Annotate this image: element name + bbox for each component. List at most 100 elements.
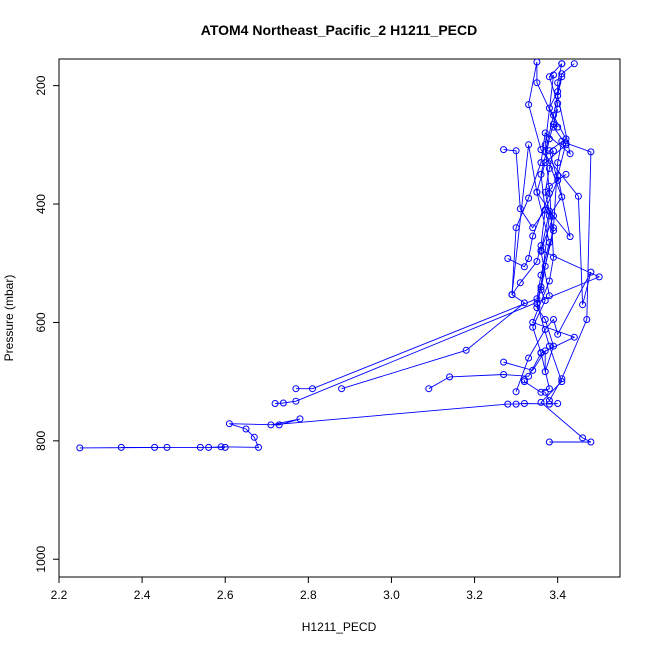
data-point [525,101,533,109]
data-point [574,192,582,200]
data-point [570,333,578,341]
profile-line [79,403,558,449]
data-point [525,255,533,262]
data-point [545,165,553,172]
data-point [338,385,346,393]
data-point [525,372,533,380]
data-point [500,358,508,366]
data-point [550,120,557,128]
data-point [570,60,578,68]
data-point [533,258,541,265]
data-point [545,73,553,81]
x-tick-label: 2.4 [134,588,151,602]
data-point [545,438,553,446]
data-point [520,263,528,271]
data-point [196,443,204,451]
data-point [279,399,287,407]
data-point [516,205,524,213]
data-point [271,400,279,407]
data-point [587,438,595,446]
profile-line [275,63,601,404]
data-point [205,443,213,451]
data-point [512,388,520,396]
data-point [151,443,159,451]
data-point [512,400,520,408]
data-point [462,346,470,354]
x-tick-label: 2.2 [51,588,68,602]
data-point [537,170,545,178]
data-point [537,388,545,396]
data-point [579,301,587,309]
profile-line [515,61,592,392]
data-point [500,371,508,378]
data-point [255,443,262,451]
data-point [541,368,549,376]
profile-line [341,63,571,390]
x-tick-label: 3.0 [383,588,400,602]
data-point [529,318,537,326]
data-point [545,397,553,405]
data-point [550,71,557,79]
data-point [541,141,549,149]
data-point [554,105,562,113]
profile-line [507,74,554,268]
data-point [562,139,570,147]
data-point [525,354,533,362]
data-point [504,255,512,262]
data-point [558,73,566,81]
data-point [446,373,454,381]
data-point [516,279,524,287]
data-point [512,224,520,232]
data-point [541,188,549,196]
data-point [541,262,549,270]
data-point [529,323,537,331]
data-point [550,147,557,155]
data-point [275,421,283,429]
data-point [537,146,545,154]
data-point [541,129,549,137]
data-point [583,316,591,323]
data-point [520,299,528,307]
profile-line [503,109,559,229]
data-point [545,189,553,197]
y-tick-label: 800 [34,431,48,451]
y-axis: 200 400 600 800 1000 [34,75,59,573]
data-point [541,297,549,304]
y-tick-label: 1000 [34,546,48,573]
data-point [541,159,549,167]
data-point [550,224,557,232]
data-point [217,443,225,451]
x-axis: 2.2 2.4 2.6 2.8 3.0 3.2 3.4 [51,577,566,602]
data-point [242,425,250,433]
series-layer [76,59,603,452]
data-point [225,420,233,428]
data-point [267,421,275,429]
profile-line [536,141,592,443]
data-point [550,316,557,323]
data-point [558,137,566,145]
data-point [554,92,562,100]
data-point [566,150,574,158]
data-point [562,170,570,178]
data-point [520,378,528,386]
y-axis-label: Pressure (mbar) [2,275,16,362]
data-point [533,300,541,307]
data-point [163,443,171,451]
data-point [529,232,537,240]
plot-frame [58,58,621,578]
profile-line [295,63,575,390]
chart-title: ATOM4 Northeast_Pacific_2 H1211_PECD [201,22,478,38]
data-point [425,385,433,393]
data-point [545,207,553,215]
data-point [558,60,566,68]
data-point [537,398,545,406]
data-point [550,342,557,350]
data-point [541,316,549,323]
data-point [545,135,553,143]
x-axis-label: H1211_PECD [302,620,377,634]
x-tick-label: 3.2 [466,588,483,602]
data-point [579,434,587,442]
data-point [558,378,566,386]
data-point [541,206,549,214]
